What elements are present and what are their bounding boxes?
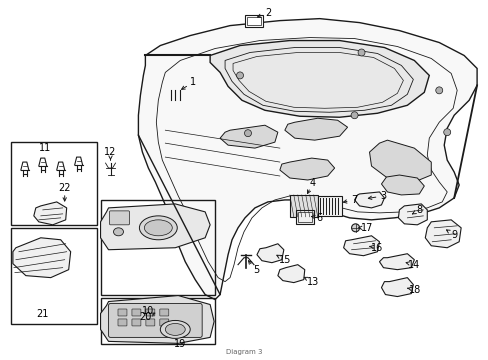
Polygon shape [379, 254, 413, 270]
Ellipse shape [139, 216, 177, 240]
Text: 14: 14 [407, 260, 420, 270]
FancyBboxPatch shape [132, 309, 141, 316]
Text: 6: 6 [316, 213, 322, 223]
Circle shape [351, 224, 359, 232]
FancyBboxPatch shape [289, 195, 317, 217]
FancyBboxPatch shape [108, 303, 202, 337]
Polygon shape [277, 265, 304, 283]
Circle shape [435, 87, 442, 94]
Text: 3: 3 [380, 191, 386, 201]
Circle shape [244, 130, 251, 137]
Ellipse shape [165, 323, 185, 336]
Text: 11: 11 [39, 143, 51, 153]
Text: 22: 22 [59, 183, 71, 193]
Polygon shape [101, 296, 214, 343]
FancyBboxPatch shape [295, 210, 313, 224]
FancyBboxPatch shape [244, 15, 263, 27]
Polygon shape [381, 175, 424, 195]
Polygon shape [256, 244, 283, 263]
FancyBboxPatch shape [317, 196, 341, 216]
Ellipse shape [113, 228, 123, 236]
Ellipse shape [144, 220, 172, 236]
Text: 12: 12 [104, 147, 117, 157]
Text: 4: 4 [309, 178, 315, 188]
FancyBboxPatch shape [109, 211, 129, 225]
Text: 19: 19 [174, 339, 186, 349]
Text: 10: 10 [142, 306, 154, 316]
Polygon shape [210, 41, 428, 117]
Text: 16: 16 [370, 243, 383, 253]
Text: 8: 8 [415, 205, 422, 215]
Text: 7: 7 [351, 195, 357, 205]
Polygon shape [34, 202, 66, 225]
Polygon shape [101, 204, 210, 250]
FancyBboxPatch shape [118, 319, 127, 326]
Circle shape [357, 49, 364, 56]
Circle shape [443, 129, 450, 136]
Polygon shape [279, 158, 334, 180]
Text: 1: 1 [190, 77, 196, 87]
Polygon shape [354, 192, 384, 208]
Polygon shape [13, 238, 71, 278]
FancyBboxPatch shape [132, 319, 141, 326]
FancyBboxPatch shape [160, 309, 168, 316]
Polygon shape [398, 204, 427, 225]
Text: 9: 9 [450, 230, 456, 240]
Polygon shape [369, 140, 430, 182]
FancyBboxPatch shape [118, 309, 127, 316]
Text: 15: 15 [278, 255, 290, 265]
Polygon shape [425, 220, 460, 248]
FancyBboxPatch shape [145, 309, 155, 316]
Text: 21: 21 [37, 310, 49, 319]
Text: 18: 18 [408, 284, 421, 294]
Text: 5: 5 [252, 265, 259, 275]
Text: 20: 20 [139, 312, 151, 323]
Circle shape [350, 112, 357, 119]
Ellipse shape [160, 320, 190, 338]
Text: 17: 17 [361, 223, 373, 233]
Polygon shape [138, 19, 476, 300]
Polygon shape [381, 278, 412, 297]
Text: 13: 13 [306, 276, 318, 287]
Polygon shape [220, 125, 277, 148]
Circle shape [236, 72, 243, 79]
Text: 2: 2 [264, 8, 270, 18]
Polygon shape [343, 236, 379, 256]
Polygon shape [285, 118, 347, 140]
FancyBboxPatch shape [160, 319, 168, 326]
Text: Diagram 3: Diagram 3 [225, 349, 262, 355]
FancyBboxPatch shape [145, 319, 155, 326]
